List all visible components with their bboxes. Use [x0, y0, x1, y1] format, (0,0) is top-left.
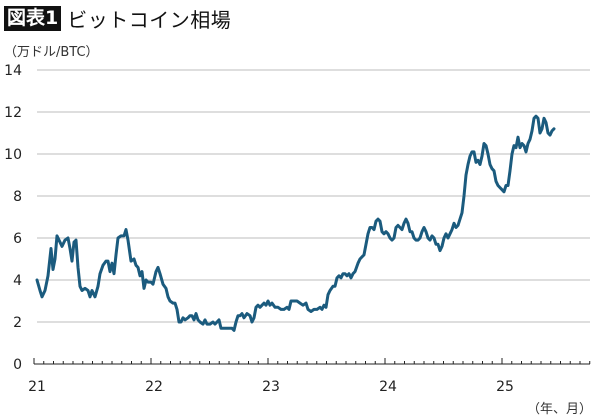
price-line [35, 114, 556, 332]
x-axis-unit: （年、月） [526, 402, 592, 417]
gridlines [37, 69, 590, 323]
y-tick-label: 6 [13, 231, 22, 247]
y-tick-label: 12 [4, 105, 22, 121]
y-tick-label: 2 [13, 315, 22, 331]
chart-header: 図表1 ビットコイン相場 [4, 5, 232, 32]
y-tick-label: 14 [4, 63, 22, 79]
x-tick-label: 23 [262, 379, 280, 395]
x-tick-label: 25 [496, 379, 514, 395]
x-tick-label: 22 [145, 379, 163, 395]
x-tick-label: 21 [28, 379, 46, 395]
y-tick-label: 8 [13, 189, 22, 205]
x-axis-labels: 21 22 23 24 25 [28, 379, 514, 395]
y-axis-unit: （万ドル/BTC） [4, 45, 99, 60]
chart-title: ビットコイン相場 [67, 7, 232, 32]
x-axis [33, 358, 591, 365]
y-axis-labels: 0 2 4 6 8 10 12 14 [4, 63, 22, 373]
y-tick-label: 4 [13, 273, 22, 289]
x-tick-label: 24 [379, 379, 397, 395]
figure-badge: 図表1 [4, 5, 62, 31]
y-tick-label: 0 [13, 357, 22, 373]
y-tick-label: 10 [4, 147, 22, 163]
